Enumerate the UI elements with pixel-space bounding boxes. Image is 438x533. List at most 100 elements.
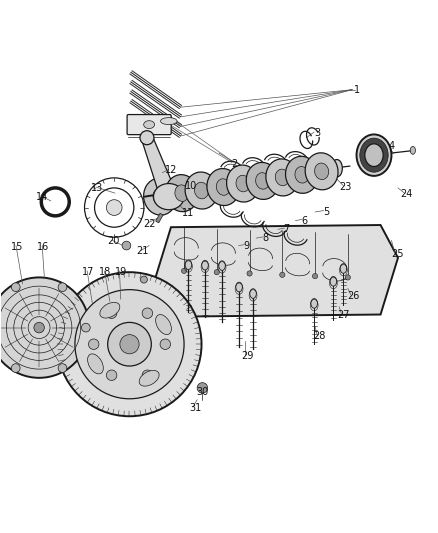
FancyBboxPatch shape: [127, 115, 171, 135]
Ellipse shape: [216, 179, 230, 195]
Ellipse shape: [194, 182, 208, 199]
Text: 25: 25: [391, 249, 403, 259]
Circle shape: [81, 323, 90, 332]
Text: 16: 16: [37, 242, 49, 252]
Circle shape: [58, 364, 67, 373]
Ellipse shape: [160, 118, 177, 125]
Polygon shape: [155, 213, 163, 223]
Circle shape: [106, 370, 117, 381]
Text: 17: 17: [82, 266, 94, 277]
Circle shape: [108, 322, 151, 366]
Ellipse shape: [330, 277, 337, 286]
Circle shape: [345, 275, 350, 280]
Text: 13: 13: [91, 183, 103, 193]
Circle shape: [34, 322, 44, 333]
Ellipse shape: [219, 261, 225, 270]
Text: 26: 26: [347, 291, 360, 301]
Ellipse shape: [236, 175, 250, 192]
Ellipse shape: [314, 163, 328, 180]
Ellipse shape: [266, 159, 299, 196]
Ellipse shape: [185, 260, 192, 270]
Ellipse shape: [236, 282, 242, 292]
Text: 3: 3: [314, 128, 320, 139]
Ellipse shape: [153, 183, 184, 210]
Text: 28: 28: [313, 332, 325, 341]
Text: 30: 30: [196, 387, 208, 397]
Circle shape: [197, 383, 208, 393]
Circle shape: [11, 364, 20, 373]
Text: 8: 8: [263, 233, 269, 243]
Text: 23: 23: [339, 182, 352, 192]
Circle shape: [181, 268, 187, 273]
Circle shape: [106, 308, 117, 318]
Ellipse shape: [276, 169, 290, 185]
Text: 22: 22: [143, 219, 155, 229]
Circle shape: [312, 273, 318, 279]
Ellipse shape: [166, 175, 198, 212]
Ellipse shape: [295, 166, 309, 183]
Polygon shape: [141, 136, 177, 199]
Ellipse shape: [139, 370, 159, 386]
Text: 24: 24: [401, 189, 413, 199]
Text: 2: 2: [231, 159, 237, 169]
Circle shape: [106, 200, 122, 215]
Ellipse shape: [286, 156, 318, 193]
Circle shape: [11, 283, 20, 292]
Ellipse shape: [256, 173, 270, 189]
Circle shape: [75, 289, 184, 399]
Text: 5: 5: [323, 207, 329, 217]
Text: 29: 29: [241, 351, 254, 361]
Text: 27: 27: [337, 310, 350, 319]
Circle shape: [247, 271, 252, 276]
Ellipse shape: [305, 153, 338, 190]
Text: 11: 11: [182, 208, 194, 218]
Circle shape: [120, 335, 139, 354]
Text: 4: 4: [389, 141, 395, 151]
Text: 7: 7: [283, 224, 290, 235]
Ellipse shape: [185, 172, 218, 209]
Circle shape: [140, 131, 154, 144]
Ellipse shape: [155, 314, 171, 335]
Text: 21: 21: [136, 246, 149, 256]
Ellipse shape: [226, 165, 259, 202]
Ellipse shape: [360, 138, 388, 172]
Circle shape: [141, 276, 148, 283]
Circle shape: [142, 370, 152, 381]
Text: 31: 31: [189, 403, 201, 414]
Circle shape: [214, 270, 219, 275]
Circle shape: [58, 283, 67, 292]
Text: 14: 14: [36, 192, 48, 201]
Text: 15: 15: [11, 242, 24, 252]
Text: 10: 10: [184, 181, 197, 191]
Ellipse shape: [246, 163, 279, 199]
Circle shape: [280, 272, 285, 277]
Circle shape: [57, 272, 201, 416]
Circle shape: [160, 339, 170, 350]
Text: 20: 20: [107, 236, 120, 246]
Circle shape: [142, 308, 152, 318]
Ellipse shape: [202, 261, 208, 270]
Circle shape: [122, 241, 131, 250]
Text: 1: 1: [353, 85, 360, 95]
Ellipse shape: [365, 144, 383, 166]
Ellipse shape: [340, 264, 347, 273]
Ellipse shape: [88, 354, 103, 374]
Ellipse shape: [410, 147, 416, 154]
Ellipse shape: [207, 168, 240, 206]
Ellipse shape: [250, 289, 256, 298]
Polygon shape: [153, 225, 398, 317]
Ellipse shape: [144, 178, 177, 215]
Text: 18: 18: [99, 266, 112, 277]
Ellipse shape: [311, 298, 318, 308]
Text: 9: 9: [243, 240, 249, 251]
Ellipse shape: [100, 302, 120, 318]
Ellipse shape: [153, 188, 167, 205]
Text: 6: 6: [301, 216, 307, 225]
Ellipse shape: [144, 120, 155, 128]
Ellipse shape: [332, 159, 343, 177]
Circle shape: [88, 339, 99, 350]
Circle shape: [0, 277, 89, 378]
Ellipse shape: [357, 134, 392, 176]
Ellipse shape: [175, 185, 189, 201]
Text: 12: 12: [165, 165, 177, 175]
